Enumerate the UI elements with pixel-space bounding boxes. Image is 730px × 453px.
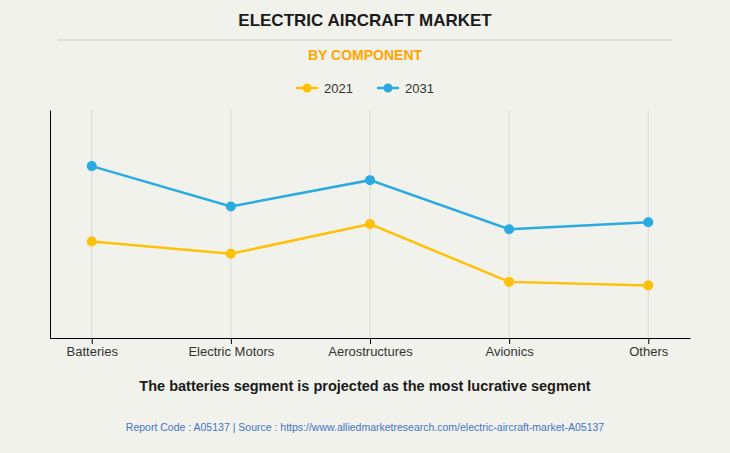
series-point	[504, 277, 514, 287]
series-line	[92, 166, 649, 229]
x-tick-label: Avionics	[486, 344, 535, 359]
legend: 2021 2031	[296, 81, 434, 96]
legend-item: 2021	[296, 81, 353, 96]
title-rule	[58, 40, 672, 41]
x-tick: Aerostructures	[328, 338, 413, 359]
x-axis: Batteries Electric Motors Aerostructures Av…	[51, 338, 691, 359]
grid-line	[509, 110, 510, 338]
legend-marker	[384, 84, 393, 93]
x-tick: Electric Motors	[188, 338, 274, 359]
plot: Batteries Electric Motors Aerostructures Av…	[51, 110, 691, 359]
grid-line	[230, 110, 231, 338]
x-tick-label: Batteries	[67, 344, 119, 359]
x-tick-label: Electric Motors	[188, 344, 274, 359]
series	[87, 219, 654, 290]
x-tick-label: Others	[629, 344, 669, 359]
x-tick: Others	[629, 338, 669, 359]
legend-marker	[303, 84, 312, 93]
series-point	[643, 280, 653, 290]
series-point	[365, 175, 375, 185]
x-tick-label: Aerostructures	[328, 344, 413, 359]
series-point	[226, 249, 236, 259]
legend-label: 2031	[405, 81, 434, 96]
y-axis	[50, 111, 51, 339]
y-axis-line	[50, 111, 51, 339]
series-point	[643, 217, 653, 227]
source-note: Report Code : A05137 | Source : https://…	[126, 421, 605, 433]
chart: ELECTRIC AIRCRAFT MARKET BY COMPONENT Batt…	[0, 0, 730, 453]
x-tick-mark	[509, 338, 510, 344]
x-tick: Avionics	[486, 338, 535, 359]
legend-label: 2021	[324, 81, 353, 96]
x-tick-mark	[370, 338, 371, 344]
subtitle: BY COMPONENT	[308, 47, 423, 63]
title: ELECTRIC AIRCRAFT MARKET	[238, 11, 492, 30]
x-tick: Batteries	[67, 338, 119, 359]
series-point	[87, 237, 97, 247]
x-tick-mark	[648, 338, 649, 344]
series-point	[226, 201, 236, 211]
legend-item: 2031	[377, 81, 434, 96]
grid-line	[91, 110, 92, 338]
marks	[87, 161, 654, 290]
series-line	[92, 224, 649, 285]
series-point	[504, 224, 514, 234]
x-tick-mark	[92, 338, 93, 344]
series-point	[87, 161, 97, 171]
series-point	[365, 219, 375, 229]
series	[87, 161, 654, 234]
grid	[92, 110, 649, 338]
x-tick-mark	[231, 338, 232, 344]
footer-note: The batteries segment is projected as th…	[139, 378, 590, 394]
